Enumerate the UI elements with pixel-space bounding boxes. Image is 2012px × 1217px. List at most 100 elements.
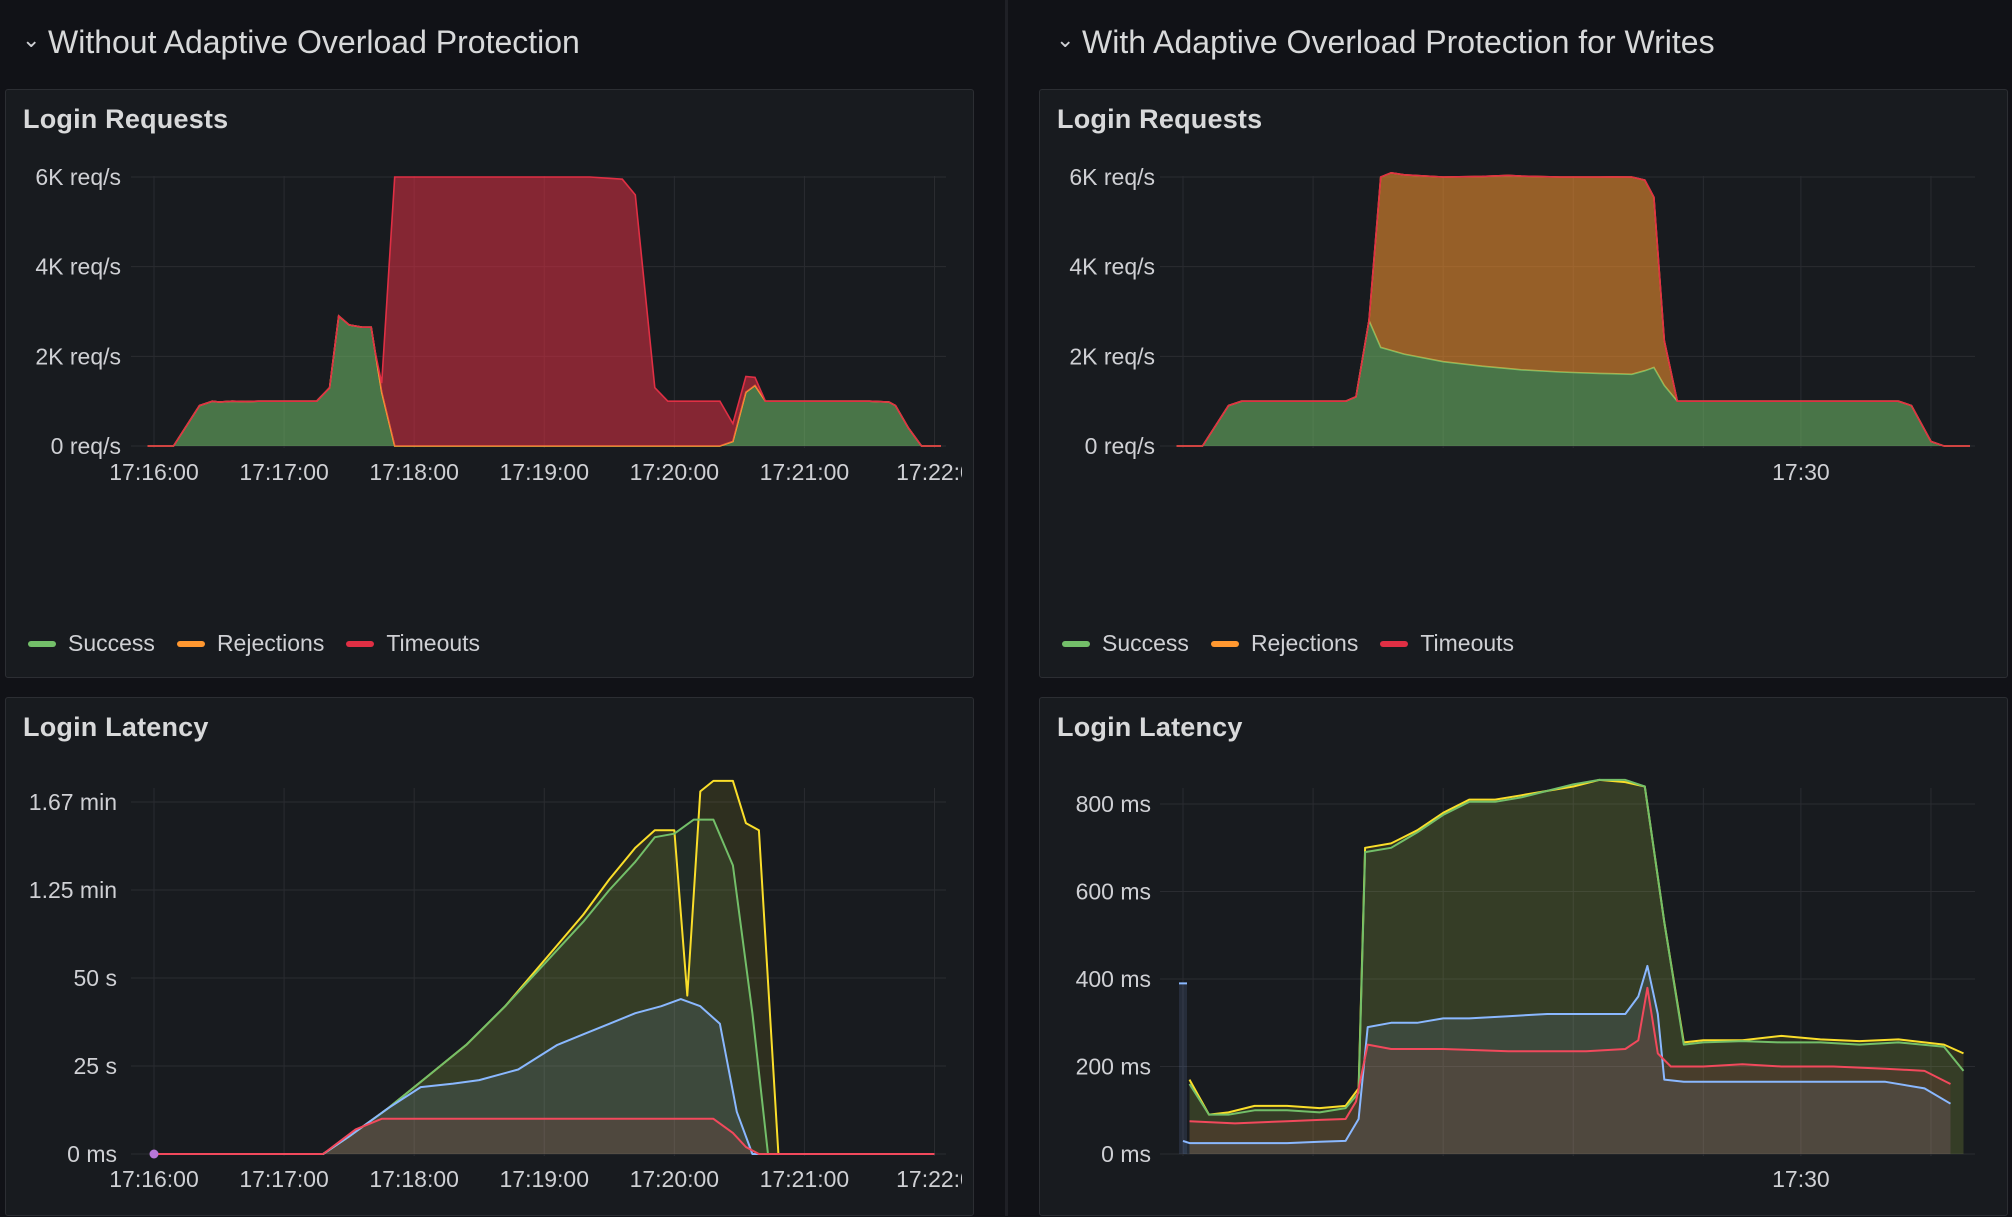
legend-label: Success: [1102, 630, 1189, 656]
area-other: [154, 1118, 935, 1154]
row-title: With Adaptive Overload Protection for Wr…: [1082, 23, 1715, 60]
x-tick-label: 17:21:00: [760, 1166, 850, 1192]
line-p90: [1188, 778, 1965, 1116]
line-p50: [1182, 964, 1952, 1145]
legend: Success Rejections Timeouts: [1062, 630, 1514, 657]
column-divider: [1005, 0, 1008, 1216]
line-other: [1189, 986, 1951, 1125]
x-tick-label: 17:19:00: [499, 1166, 589, 1192]
area-success: [1176, 320, 1970, 446]
area-p50: [154, 999, 935, 1154]
y-tick-label: 0 ms: [67, 1141, 117, 1167]
legend-label: Timeouts: [386, 630, 481, 656]
series-group: [149, 779, 935, 1159]
y-tick-label: 6K req/s: [35, 164, 121, 190]
row-header-left[interactable]: ⌄ Without Adaptive Overload Protection: [22, 12, 580, 72]
line-timeouts: [1176, 171, 1970, 447]
y-tick-label: 4K req/s: [1069, 254, 1155, 280]
y-tick-label: 400 ms: [1076, 966, 1151, 992]
x-tick-label: 17:18:00: [369, 459, 459, 485]
series-group: [1179, 778, 1965, 1154]
x-tick-label: 17:16:00: [109, 1166, 199, 1192]
x-tick-label: 17:20:00: [630, 1166, 720, 1192]
legend: Success Rejections Timeouts: [28, 630, 480, 657]
area-success: [147, 316, 941, 446]
x-tick-label: 17:30: [1772, 1166, 1830, 1192]
area-p90: [1189, 779, 1964, 1154]
area-p99: [1189, 779, 1964, 1154]
x-tick-label: 17:17:00: [239, 1166, 329, 1192]
legend-label: Success: [68, 630, 155, 656]
panel-title: Login Requests: [1057, 104, 1263, 134]
row-header-right[interactable]: ⌄ With Adaptive Overload Protection for …: [1056, 12, 1715, 72]
latency-chart[interactable]: 0 ms 25 s 50 s 1.25 min 1.67 min 17:16:00 17:1…: [6, 698, 975, 1217]
y-tick-label: 200 ms: [1076, 1054, 1151, 1080]
legend-swatch-icon: [28, 640, 56, 647]
panel-title: Login Latency: [1057, 712, 1243, 742]
legend-swatch-icon: [346, 640, 375, 647]
chevron-down-icon[interactable]: ⌄: [22, 27, 41, 52]
legend-label: Rejections: [1250, 630, 1359, 656]
area-other: [1189, 987, 1951, 1154]
y-tick-label: 0 ms: [1101, 1141, 1151, 1167]
area-p90: [154, 819, 935, 1154]
y-tick-label: 25 s: [74, 1053, 117, 1079]
spike-bar: [1179, 983, 1188, 1154]
y-tick-label: 2K req/s: [1069, 343, 1155, 369]
x-tick-label: 17:22:0: [896, 1166, 973, 1192]
y-tick-label: 50 s: [74, 965, 117, 991]
line-p50: [154, 998, 935, 1155]
legend-label: Rejections: [216, 630, 325, 656]
legend-label: Timeouts: [1420, 630, 1515, 656]
series-group: [147, 176, 941, 447]
y-tick-label: 6K req/s: [1069, 164, 1155, 190]
data-point-marker: [149, 1149, 159, 1159]
y-tick-label: 1.67 min: [29, 789, 117, 815]
legend-item-timeouts[interactable]: Timeouts: [346, 630, 480, 657]
line-other: [154, 1117, 935, 1155]
line-timeouts: [147, 176, 941, 447]
row-title: Without Adaptive Overload Protection: [48, 23, 580, 60]
x-tick-label: 17:30: [1772, 459, 1830, 485]
series-group: [1176, 171, 1970, 447]
y-tick-label: 1.25 min: [29, 877, 117, 903]
y-tick-label: 600 ms: [1076, 879, 1151, 905]
legend-item-rejections[interactable]: Rejections: [1210, 630, 1359, 657]
legend-swatch-icon: [176, 640, 205, 647]
panel-title: Login Requests: [23, 104, 229, 134]
legend-swatch-icon: [1380, 640, 1409, 647]
y-tick-label: 800 ms: [1076, 791, 1151, 817]
legend-item-timeouts[interactable]: Timeouts: [1380, 630, 1514, 657]
legend-swatch-icon: [1062, 640, 1090, 647]
legend-item-rejections[interactable]: Rejections: [176, 630, 325, 657]
y-tick-label: 0 req/s: [51, 433, 121, 459]
y-tick-label: 2K req/s: [35, 343, 121, 369]
x-tick-label: 17:20:00: [630, 459, 720, 485]
requests-chart[interactable]: 0 req/s 2K req/s 4K req/s 6K req/s 17:16:00 1…: [6, 90, 975, 679]
legend-item-success[interactable]: Success: [1062, 630, 1189, 657]
y-tick-label: 4K req/s: [35, 254, 121, 280]
area-p50: [1183, 965, 1951, 1154]
panel-left-requests[interactable]: Login Requests 0 req/s 2K req/s 4K req/s 6K…: [5, 89, 974, 678]
panel-left-latency[interactable]: Login Latency 0 ms 25 s 50 s 1.25 min 1.67 m…: [5, 697, 974, 1216]
panel-title: Login Latency: [23, 712, 209, 742]
x-tick-label: 17:18:00: [369, 1166, 459, 1192]
x-tick-label: 17:22:0: [896, 459, 973, 485]
requests-chart[interactable]: 0 req/s 2K req/s 4K req/s 6K req/s 17:30: [1040, 90, 2009, 679]
legend-swatch-icon: [1210, 640, 1239, 647]
x-tick-label: 17:21:00: [760, 459, 850, 485]
chevron-down-icon[interactable]: ⌄: [1056, 27, 1075, 52]
legend-item-success[interactable]: Success: [28, 630, 155, 657]
area-rejections: [1176, 172, 1970, 447]
grid: [1160, 788, 1975, 1156]
x-tick-label: 17:17:00: [239, 459, 329, 485]
x-tick-label: 17:16:00: [109, 459, 199, 485]
panel-right-requests[interactable]: Login Requests 0 req/s 2K req/s 4K req/s 6K…: [1039, 89, 2008, 678]
latency-chart[interactable]: 0 ms 200 ms 400 ms 600 ms 800 ms 17:30: [1040, 698, 2009, 1217]
x-tick-label: 17:19:00: [499, 459, 589, 485]
area-timeouts: [147, 177, 941, 446]
y-tick-label: 0 req/s: [1085, 433, 1155, 459]
line-p99: [1188, 778, 1964, 1116]
area-p99: [154, 780, 935, 1154]
panel-right-latency[interactable]: Login Latency 0 ms 200 ms 400 ms 600 ms 800 …: [1039, 697, 2008, 1216]
